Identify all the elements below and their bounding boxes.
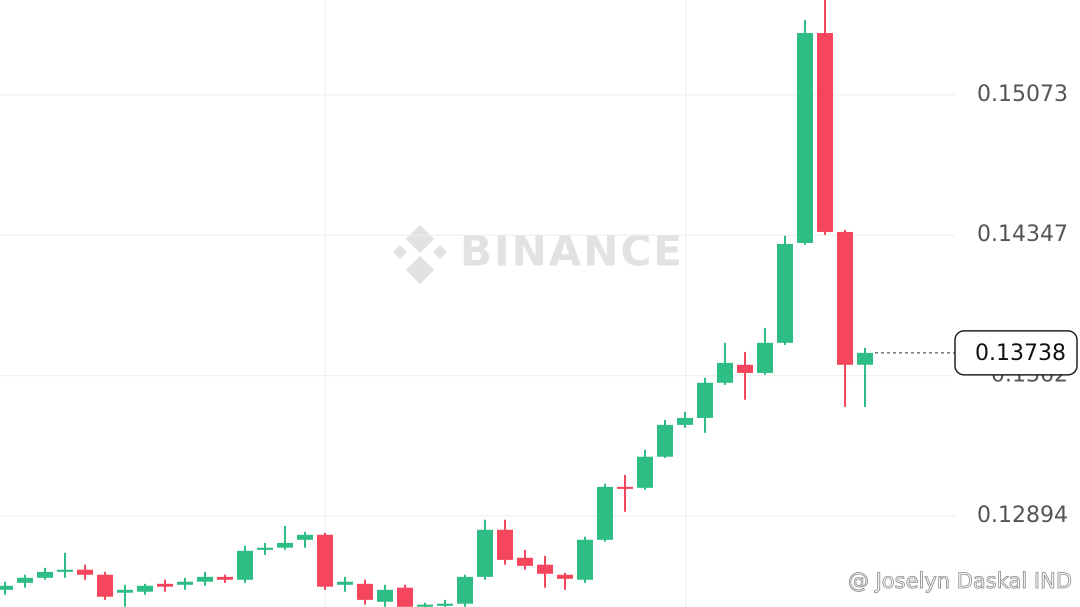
y-tick-label: 0.15073 xyxy=(977,82,1068,107)
attribution: @ Joselyn Daskal IND xyxy=(848,569,1072,593)
candle-body xyxy=(237,550,253,580)
candle-body xyxy=(737,364,753,373)
candle-body xyxy=(717,362,733,383)
candle-body xyxy=(457,576,473,604)
candle-body xyxy=(117,589,133,593)
y-tick-label: 0.12894 xyxy=(977,503,1068,528)
candle-body xyxy=(557,574,573,579)
watermark: BINANCE xyxy=(460,227,684,276)
candle-body xyxy=(377,589,393,602)
candles xyxy=(0,0,873,607)
candle-body xyxy=(757,342,773,373)
candle-body xyxy=(177,581,193,585)
grid xyxy=(0,94,955,517)
candle-body xyxy=(357,583,373,600)
candle-body xyxy=(517,557,533,566)
candle-body xyxy=(477,529,493,577)
candle-body xyxy=(297,534,313,540)
candle-body xyxy=(797,33,813,243)
candle-body xyxy=(217,576,233,580)
candle-body xyxy=(677,417,693,425)
last-price-box xyxy=(954,330,1078,376)
candle-body xyxy=(417,604,433,607)
candle-body xyxy=(497,529,513,560)
candle-body xyxy=(37,571,53,578)
candle-body xyxy=(137,585,153,592)
candle-body xyxy=(57,569,73,572)
candle-body xyxy=(17,577,33,583)
candle-body xyxy=(197,576,213,582)
candle-body xyxy=(617,486,633,489)
candle-body xyxy=(657,424,673,457)
candle-body xyxy=(597,486,613,540)
candle-body xyxy=(857,352,873,365)
candle-body xyxy=(577,539,593,580)
candle-body xyxy=(97,574,113,597)
candle-body xyxy=(317,534,333,587)
candle-body xyxy=(837,231,853,365)
candle-body xyxy=(777,243,793,343)
candle-body xyxy=(397,587,413,607)
candle-body xyxy=(537,564,553,574)
candle-body xyxy=(157,583,173,587)
y-tick-label: 0.14347 xyxy=(977,222,1068,247)
candle-body xyxy=(0,585,13,590)
candle-body xyxy=(437,603,453,606)
candle-body xyxy=(337,581,353,585)
candle-body xyxy=(257,547,273,550)
watermark-logo xyxy=(392,224,448,285)
last-price-label: 0.13738 xyxy=(975,341,1066,366)
candle-body xyxy=(697,382,713,418)
candle-body xyxy=(637,456,653,488)
candle-body xyxy=(77,569,93,575)
candle-body xyxy=(277,542,293,548)
candle-body xyxy=(817,33,833,232)
